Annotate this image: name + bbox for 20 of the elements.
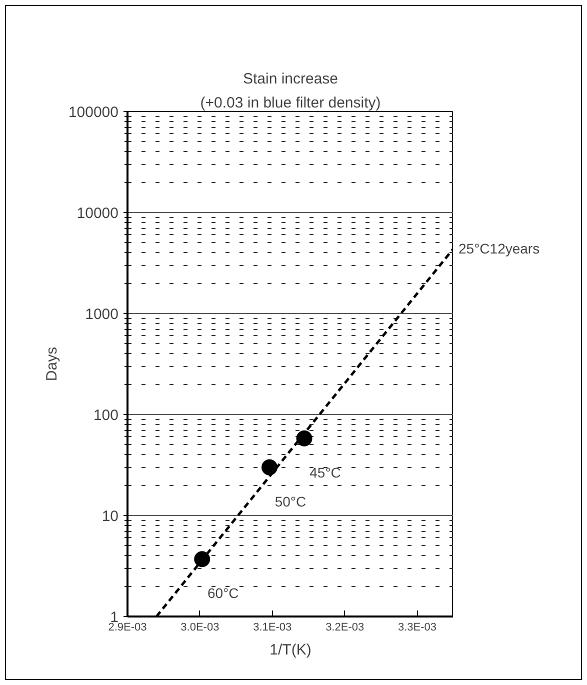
y-tick-label: 10 xyxy=(102,508,119,525)
point xyxy=(296,430,312,446)
annotation: 25°C12years xyxy=(458,240,540,257)
annotation: 60°C xyxy=(207,585,239,602)
y-tick-label: 1000 xyxy=(85,306,119,323)
chart-subtitle: (+0.03 in blue filter density) xyxy=(200,94,381,112)
y-axis-title: Days xyxy=(43,346,60,382)
y-tick-label: 100 xyxy=(93,407,119,424)
x-tick-label: 3.1E-03 xyxy=(253,622,292,634)
y-tick-label: 10000 xyxy=(76,205,119,222)
x-tick-label: 3.2E-03 xyxy=(326,622,364,634)
x-tick-label: 3.0E-03 xyxy=(180,622,220,634)
annotation: 50°C xyxy=(274,493,306,510)
x-axis-title: 1/T(K) xyxy=(270,642,312,658)
y-tick-label: 100000 xyxy=(68,104,119,121)
point xyxy=(261,459,278,476)
annotation: 45°C xyxy=(310,464,341,480)
chart-title: Stain increase xyxy=(242,70,338,88)
point xyxy=(194,551,210,568)
x-tick-label: 3.3E-03 xyxy=(398,622,437,634)
